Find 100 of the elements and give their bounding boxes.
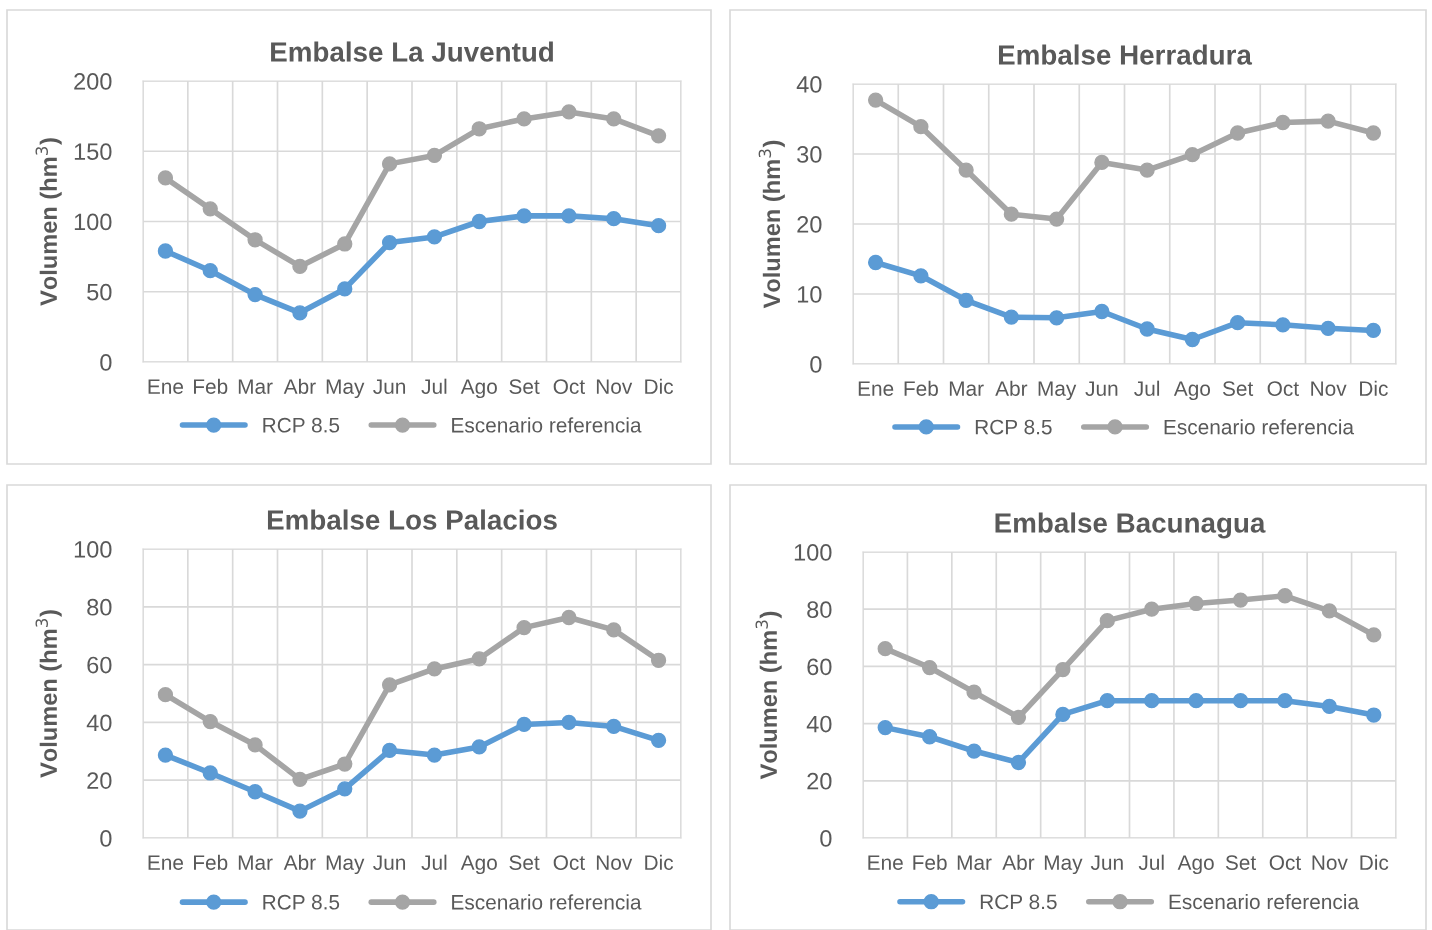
x-tick-label: Abr <box>283 854 316 870</box>
x-tick-label: May <box>1038 381 1077 401</box>
legend-label: RCP 8.5 <box>263 417 340 433</box>
y-tick-label: 30 <box>797 146 822 163</box>
x-tick-label: Jul <box>1134 380 1160 396</box>
chart-title: Embalse Herradura <box>998 44 1253 65</box>
point <box>1144 601 1160 617</box>
point <box>561 609 577 626</box>
point <box>471 213 487 230</box>
point <box>606 211 622 227</box>
x-tick-label: Ago <box>1173 381 1211 401</box>
point <box>650 218 667 234</box>
point <box>337 281 353 297</box>
point <box>426 747 443 763</box>
y-tick-label: 60 <box>87 656 112 674</box>
x-tick-label: Dic <box>645 854 674 870</box>
point <box>1048 310 1065 326</box>
point <box>247 286 263 303</box>
legend-label: Escenario referencia <box>452 894 642 910</box>
point <box>157 687 174 703</box>
point <box>1365 125 1382 141</box>
point <box>1139 162 1155 178</box>
point <box>1094 303 1110 320</box>
point <box>471 121 487 137</box>
point <box>1366 627 1382 643</box>
point <box>1099 613 1115 629</box>
point <box>471 739 487 755</box>
x-tick-label: Ago <box>1177 855 1214 875</box>
point <box>1010 709 1027 725</box>
point <box>1277 588 1293 604</box>
point <box>650 732 667 748</box>
y-tick-label: 40 <box>806 715 832 733</box>
y-tick-label: 60 <box>807 658 832 676</box>
point <box>381 742 398 759</box>
x-tick-label: Ago <box>460 855 497 875</box>
point <box>292 305 308 321</box>
y-tick-label: 150 <box>74 143 112 161</box>
point <box>337 236 353 252</box>
x-tick-label: Nov <box>596 855 633 870</box>
point <box>202 713 218 730</box>
y-tick-label: 0 <box>100 354 112 371</box>
point <box>247 737 263 753</box>
point <box>426 147 443 164</box>
point <box>1144 693 1160 709</box>
point <box>561 714 577 731</box>
x-tick-label: Ene <box>858 381 894 396</box>
point <box>202 201 218 217</box>
point <box>650 128 667 144</box>
point <box>1099 693 1115 709</box>
point <box>966 743 982 759</box>
x-tick-label: Oct <box>1269 855 1302 870</box>
y-tick-label: 10 <box>797 286 822 303</box>
point <box>157 170 174 186</box>
point <box>606 622 622 638</box>
x-tick-label: May <box>326 855 365 875</box>
x-tick-label: Abr <box>283 378 316 394</box>
y-tick-label: 0 <box>820 830 832 847</box>
legend-label: Escenario referencia <box>1169 893 1360 910</box>
x-tick-label: Jul <box>421 854 447 870</box>
point <box>516 208 532 224</box>
point <box>516 619 532 636</box>
point <box>292 258 308 275</box>
point <box>650 652 667 668</box>
y-axis-title: Volumen (hm$^{3}$) <box>755 611 782 780</box>
point <box>913 268 929 284</box>
point <box>516 716 532 733</box>
x-tick-label: Mar <box>957 855 992 870</box>
point <box>1139 321 1155 337</box>
x-tick-label: Mar <box>949 381 984 396</box>
point <box>1232 592 1249 608</box>
x-tick-label: Jun <box>373 855 406 870</box>
x-tick-label: Set <box>509 855 540 870</box>
x-tick-label: Dic <box>1360 854 1389 870</box>
point <box>1232 693 1249 709</box>
y-tick-label: 0 <box>100 830 112 847</box>
point <box>381 234 398 251</box>
point <box>1010 754 1027 771</box>
x-tick-label: Nov <box>1312 855 1348 870</box>
x-tick-label: Dic <box>1360 380 1388 396</box>
point <box>247 232 263 248</box>
x-tick-label: Nov <box>596 379 633 394</box>
point <box>1184 147 1201 163</box>
point <box>1320 320 1336 336</box>
y-tick-label: 40 <box>796 76 822 93</box>
point <box>1320 113 1336 129</box>
y-axis-title: Volumen (hm$^{3}$) <box>35 610 62 778</box>
legend-label: RCP 8.5 <box>975 419 1052 435</box>
x-tick-label: Jun <box>1085 381 1118 396</box>
legend-label: Escenario referencia <box>1164 419 1355 435</box>
x-tick-label: Set <box>1222 381 1254 396</box>
x-tick-label: Abr <box>995 380 1028 396</box>
x-tick-label: Oct <box>553 379 585 394</box>
x-tick-label: Mar <box>238 379 273 394</box>
point <box>516 111 532 127</box>
x-tick-label: May <box>326 379 365 399</box>
point <box>921 729 938 745</box>
point <box>1229 315 1246 331</box>
point <box>1188 693 1204 709</box>
point <box>292 803 308 819</box>
point <box>606 718 622 735</box>
